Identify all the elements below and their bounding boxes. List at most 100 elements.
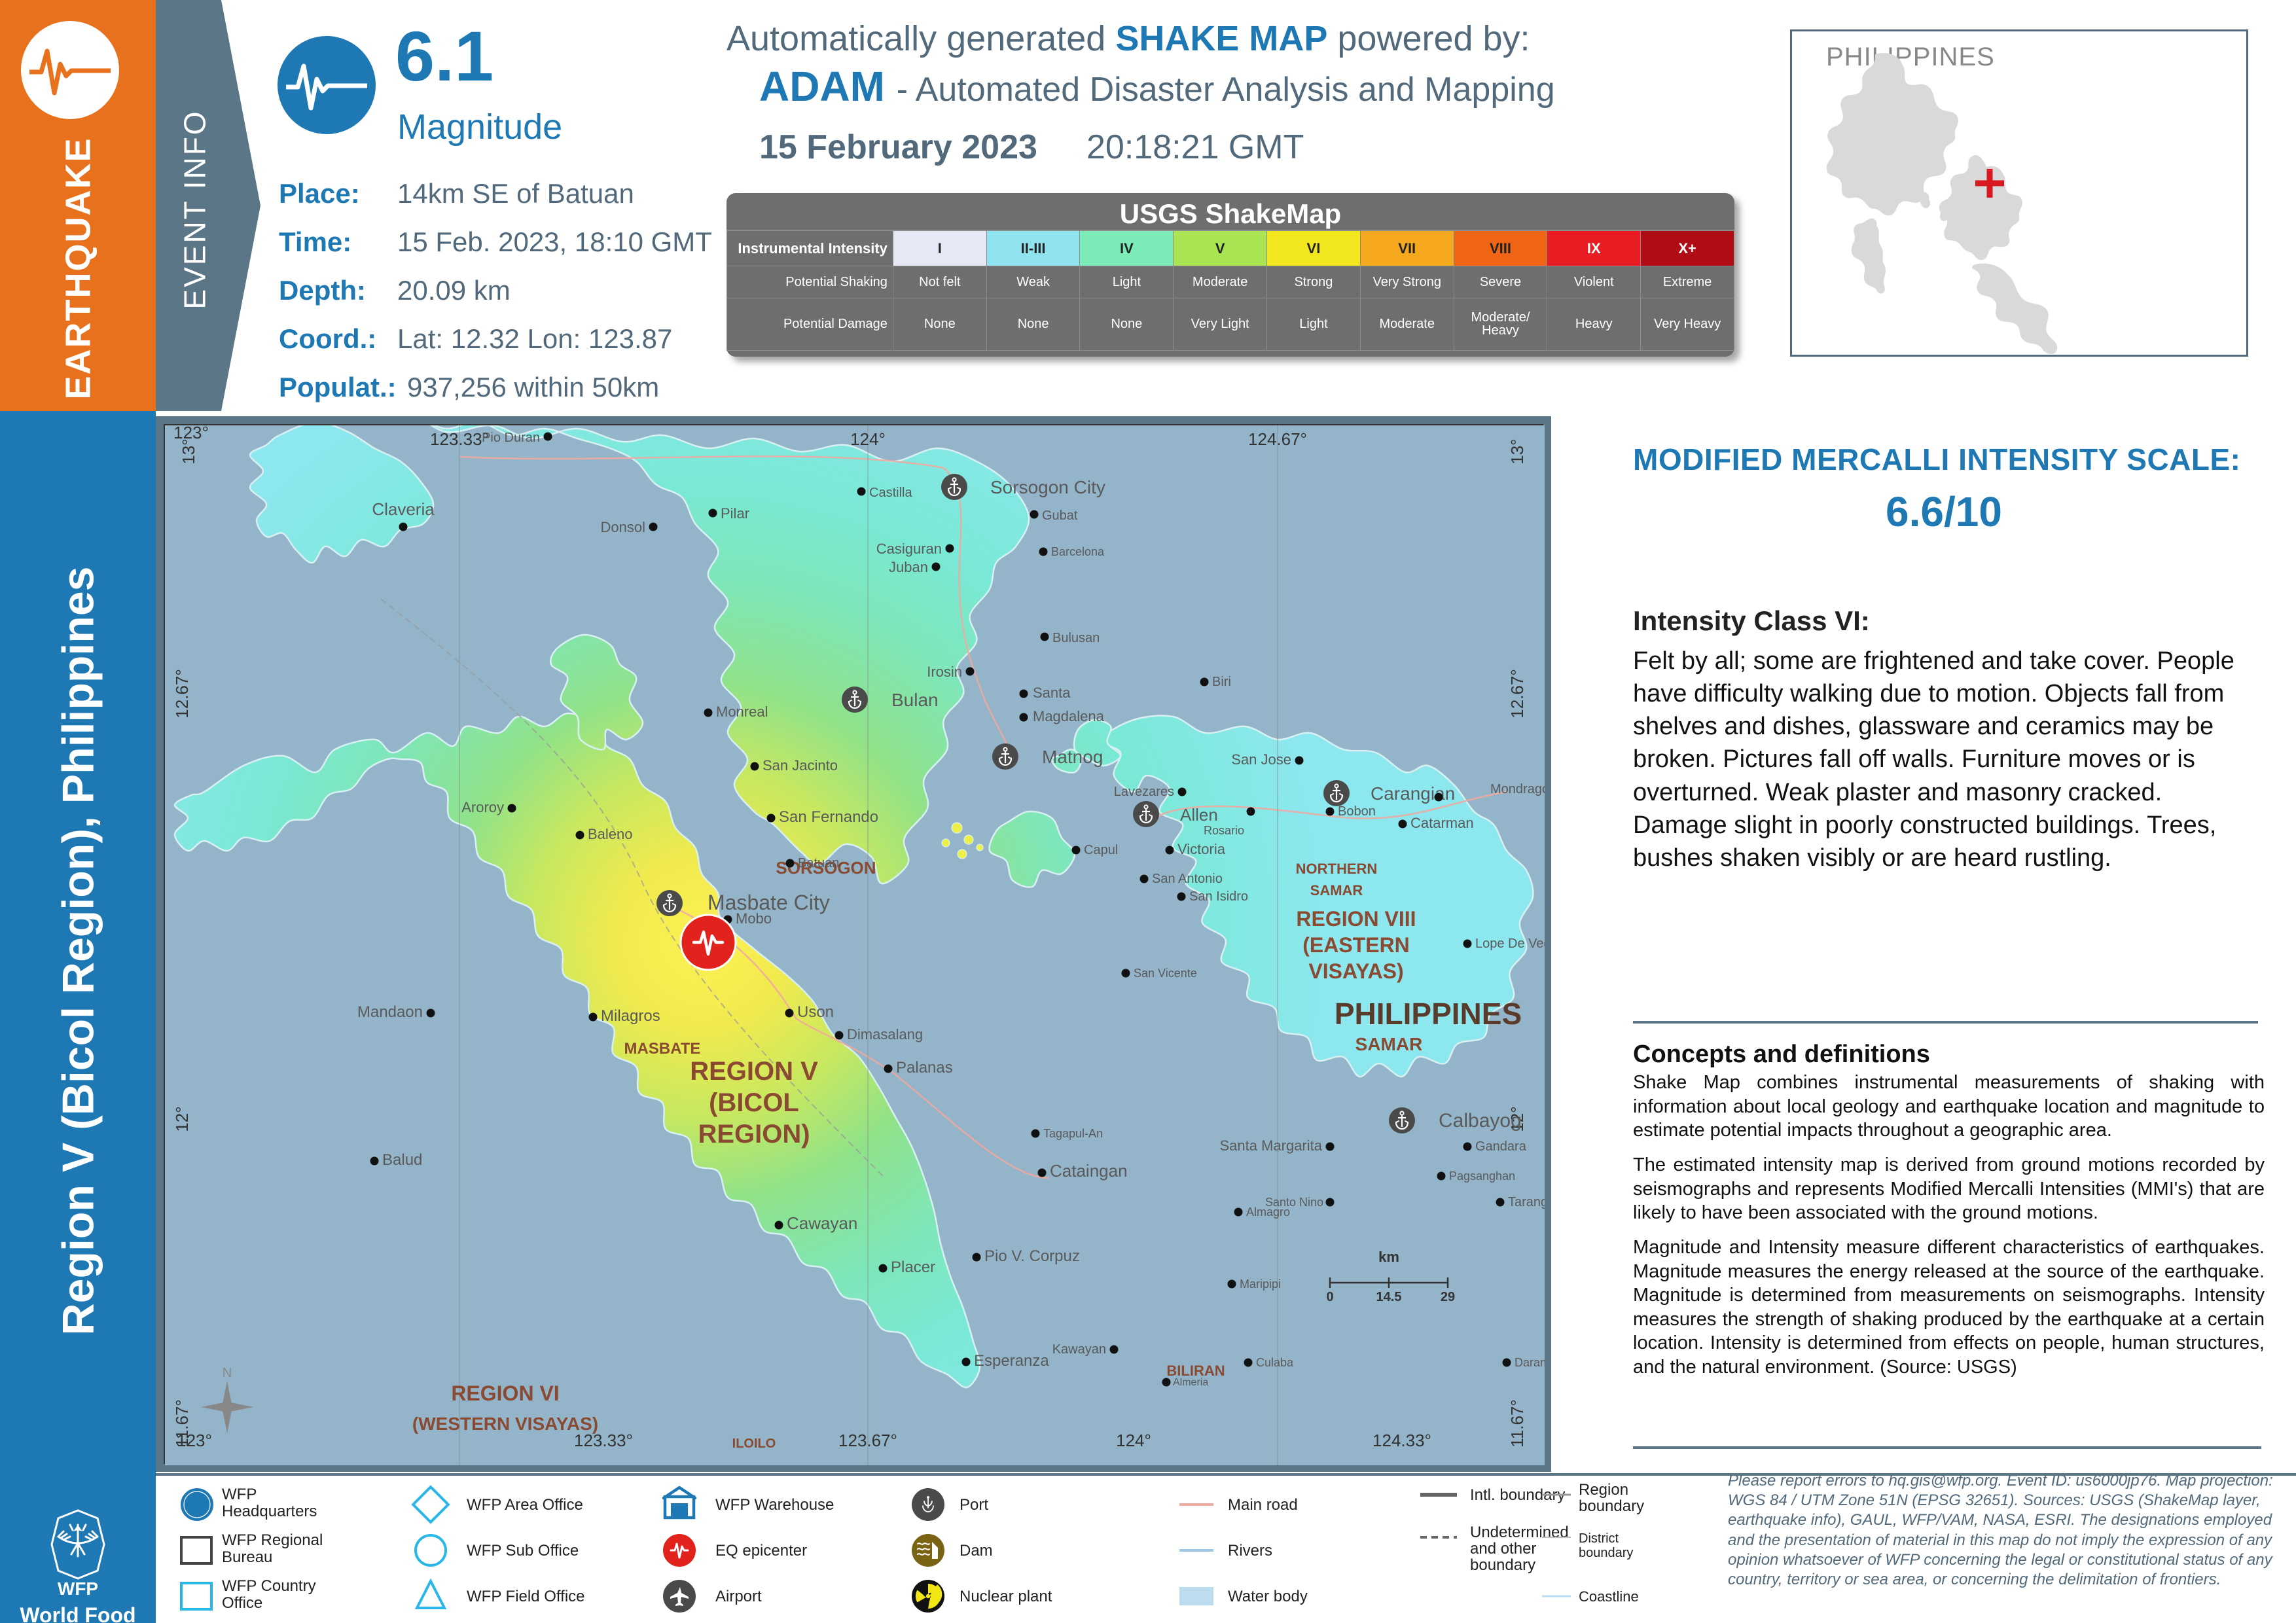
svg-text:Allen: Allen	[1180, 805, 1218, 825]
svg-text:Tarangnan: Tarangnan	[1508, 1195, 1545, 1209]
svg-text:Culaba: Culaba	[1256, 1356, 1294, 1369]
svg-text:boundary: boundary	[1579, 1546, 1633, 1560]
svg-text:N: N	[223, 1366, 232, 1380]
svg-text:(EASTERN: (EASTERN	[1302, 933, 1410, 957]
svg-text:San Isidro: San Isidro	[1189, 889, 1248, 904]
svg-text:Main road: Main road	[1228, 1496, 1298, 1514]
svg-text:Gandara: Gandara	[1475, 1139, 1527, 1154]
svg-text:WFP Warehouse: WFP Warehouse	[715, 1496, 834, 1514]
svg-text:123°: 123°	[177, 1431, 212, 1450]
svg-text:Daram: Daram	[1515, 1356, 1545, 1369]
svg-text:Santa: Santa	[1033, 685, 1071, 701]
svg-text:Cawayan: Cawayan	[787, 1213, 857, 1233]
svg-text:SAMAR: SAMAR	[1355, 1034, 1423, 1054]
svg-text:Castilla: Castilla	[869, 486, 912, 500]
svg-text:(BICOL: (BICOL	[709, 1088, 799, 1117]
svg-text:124.33°: 124.33°	[1372, 1431, 1431, 1450]
svg-text:EQ epicenter: EQ epicenter	[715, 1542, 807, 1560]
svg-text:Monreal: Monreal	[716, 704, 768, 720]
svg-text:Headquarters: Headquarters	[222, 1503, 317, 1520]
svg-text:Aroroy: Aroroy	[461, 799, 504, 815]
svg-text:and other: and other	[1470, 1540, 1536, 1558]
svg-text:Pilar: Pilar	[721, 505, 749, 522]
svg-text:boundary: boundary	[1579, 1497, 1644, 1515]
svg-text:Pio Duran: Pio Duran	[482, 431, 540, 445]
svg-text:Kawayan: Kawayan	[1052, 1342, 1106, 1357]
svg-text:WFP Area Office: WFP Area Office	[467, 1496, 583, 1514]
svg-text:Rivers: Rivers	[1228, 1542, 1272, 1560]
svg-text:km: km	[1378, 1249, 1399, 1265]
svg-text:Esperanza: Esperanza	[974, 1352, 1049, 1370]
svg-text:123°: 123°	[173, 425, 209, 442]
svg-text:San Vicente: San Vicente	[1134, 967, 1197, 980]
svg-text:Mobo: Mobo	[736, 910, 772, 927]
svg-text:REGION VIII: REGION VIII	[1296, 907, 1416, 931]
svg-text:123.33°: 123.33°	[430, 429, 489, 449]
svg-text:12°: 12°	[172, 1106, 192, 1132]
svg-text:Matnog: Matnog	[1042, 747, 1103, 767]
svg-text:14.5: 14.5	[1376, 1290, 1402, 1304]
svg-text:Calbayog: Calbayog	[1439, 1110, 1522, 1132]
svg-text:Tagapul-An: Tagapul-An	[1043, 1127, 1103, 1140]
svg-text:Nuclear plant: Nuclear plant	[960, 1588, 1052, 1605]
svg-text:Almagro: Almagro	[1246, 1205, 1290, 1219]
svg-text:Maripipi: Maripipi	[1240, 1277, 1281, 1291]
svg-text:13°: 13°	[1507, 438, 1527, 464]
svg-text:Catarman: Catarman	[1410, 815, 1474, 831]
svg-text:Irosin: Irosin	[927, 664, 962, 680]
svg-text:WFP Field Office: WFP Field Office	[467, 1588, 585, 1605]
svg-text:Lavezares: Lavezares	[1114, 785, 1174, 799]
svg-text:Rosario: Rosario	[1204, 824, 1244, 837]
svg-text:REGION V: REGION V	[690, 1057, 818, 1086]
svg-text:Coastline: Coastline	[1579, 1588, 1639, 1605]
svg-text:Juban: Juban	[889, 559, 928, 575]
svg-text:PHILIPPINES: PHILIPPINES	[1335, 997, 1522, 1031]
svg-text:124.67°: 124.67°	[1248, 429, 1307, 449]
svg-text:Santa Margarita: Santa Margarita	[1219, 1137, 1322, 1154]
svg-text:Uson: Uson	[797, 1003, 834, 1021]
svg-text:REGION VI: REGION VI	[451, 1382, 559, 1405]
svg-text:boundary: boundary	[1470, 1556, 1535, 1574]
svg-text:ILOILO: ILOILO	[732, 1436, 776, 1451]
svg-text:Baleno: Baleno	[588, 826, 633, 842]
svg-text:0: 0	[1326, 1290, 1333, 1304]
svg-text:San Jacinto: San Jacinto	[762, 757, 838, 774]
svg-text:Cataingan: Cataingan	[1050, 1161, 1128, 1181]
svg-text:Claveria: Claveria	[372, 499, 435, 519]
svg-text:WFP Sub Office: WFP Sub Office	[467, 1542, 579, 1560]
svg-text:Bulusan: Bulusan	[1052, 631, 1100, 645]
svg-text:Casiguran: Casiguran	[876, 541, 942, 557]
svg-text:12.67°: 12.67°	[172, 669, 192, 718]
svg-text:Batuan: Batuan	[798, 856, 839, 870]
svg-text:Barcelona: Barcelona	[1051, 545, 1105, 558]
svg-text:Magdalena: Magdalena	[1033, 708, 1105, 724]
svg-text:San Fernando: San Fernando	[779, 808, 878, 826]
svg-text:Milagros: Milagros	[601, 1007, 660, 1025]
svg-text:San Antonio: San Antonio	[1152, 872, 1223, 886]
svg-text:Dam: Dam	[960, 1542, 993, 1560]
svg-text:29: 29	[1441, 1290, 1455, 1304]
svg-text:MASBATE: MASBATE	[624, 1040, 701, 1058]
svg-text:124°: 124°	[1116, 1431, 1151, 1450]
svg-text:Sorsogon City: Sorsogon City	[990, 477, 1105, 497]
svg-text:124°: 124°	[850, 429, 886, 449]
svg-text:123.67°: 123.67°	[838, 1431, 897, 1450]
svg-text:Bureau: Bureau	[222, 1548, 272, 1566]
svg-text:Donsol: Donsol	[601, 519, 645, 535]
svg-text:Mandaon: Mandaon	[357, 1003, 423, 1021]
svg-text:Palanas: Palanas	[896, 1059, 953, 1077]
svg-text:Biri: Biri	[1212, 675, 1231, 689]
svg-text:Undetermined: Undetermined	[1470, 1524, 1569, 1541]
svg-text:NORTHERN: NORTHERN	[1296, 861, 1378, 877]
svg-text:13°: 13°	[179, 438, 198, 464]
svg-text:Region: Region	[1579, 1482, 1628, 1499]
svg-text:REGION): REGION)	[698, 1120, 810, 1149]
svg-text:Lope De Vega: Lope De Vega	[1475, 936, 1545, 951]
svg-text:Placer: Placer	[891, 1258, 935, 1276]
svg-text:Airport: Airport	[715, 1588, 762, 1605]
svg-text:Port: Port	[960, 1496, 988, 1514]
svg-text:WFP: WFP	[222, 1486, 257, 1503]
svg-text:Gubat: Gubat	[1042, 508, 1078, 523]
svg-text:Office: Office	[222, 1594, 262, 1612]
svg-text:12.67°: 12.67°	[1507, 669, 1527, 718]
